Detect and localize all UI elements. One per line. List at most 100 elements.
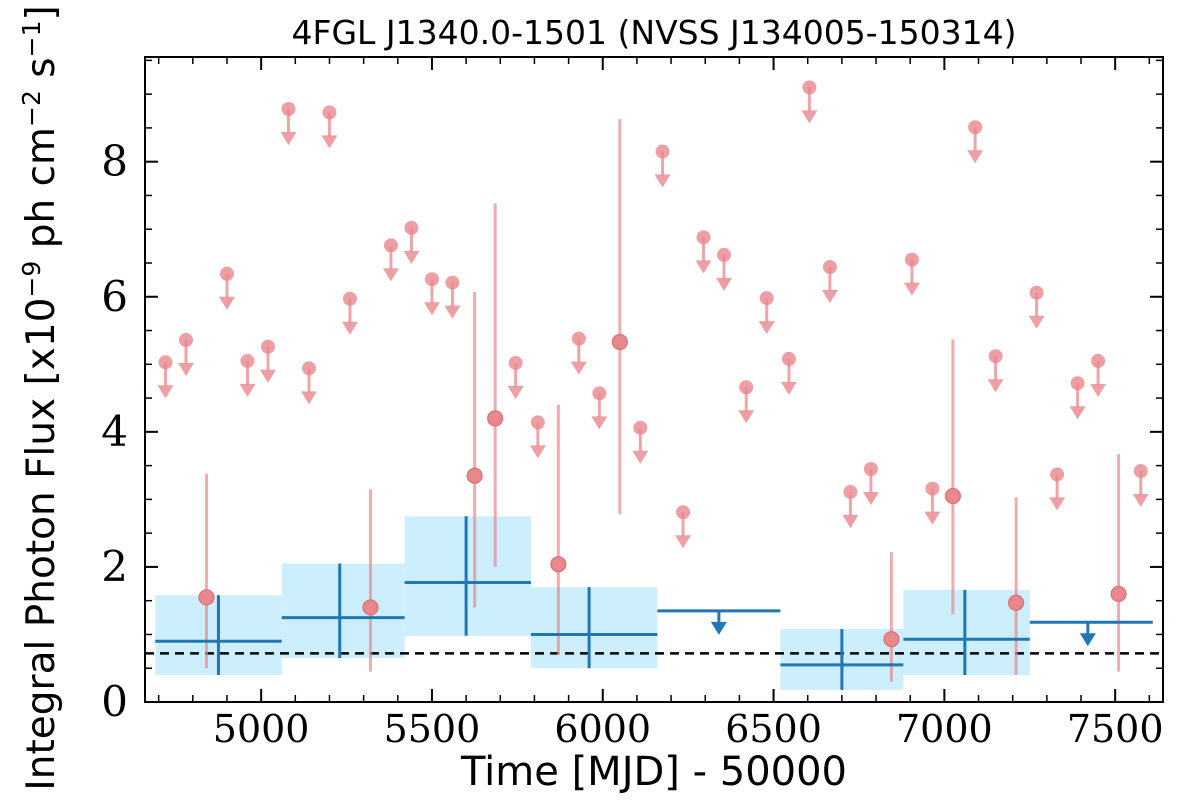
short-bin-upper-limit-point <box>342 291 357 306</box>
x-tick-label: 6000 <box>554 707 651 751</box>
y-axis-label-mid2: s <box>19 57 64 90</box>
short-bin-upper-limit-point <box>717 247 732 262</box>
short-bin-upper-limit-point <box>219 266 234 281</box>
short-bin-upper-limit-point <box>508 355 523 370</box>
short-bin-point <box>550 556 567 573</box>
short-bin-upper-limit-arrow <box>259 369 276 383</box>
x-tick-label: 7500 <box>1067 707 1164 751</box>
short-bin-layer <box>157 80 1149 682</box>
short-bin-upper-limit-arrow <box>903 282 920 296</box>
axes-layer <box>144 56 1164 703</box>
short-bin-upper-limit-point <box>445 275 460 290</box>
short-bin-point <box>883 631 900 648</box>
short-bin-upper-limit-arrow <box>780 381 797 395</box>
short-bin-upper-limit-arrow <box>507 385 524 399</box>
y-tick-label: 0 <box>101 677 128 726</box>
ticks-layer: 5000 5500 6000 6500 7000 7500 0 2 4 6 8 <box>101 57 1164 751</box>
short-bin-upper-limit-arrow <box>758 321 775 335</box>
short-bin-upper-limit-arrow <box>801 110 818 124</box>
short-bin-point <box>1008 594 1025 611</box>
short-bin-upper-limit-arrow <box>157 385 174 399</box>
x-tick-label: 5000 <box>213 707 310 751</box>
short-bin-upper-limit-point <box>696 230 711 245</box>
short-bin-upper-limit-point <box>178 332 193 347</box>
short-bin-upper-limit-arrow <box>924 511 941 525</box>
short-bin-point <box>1110 585 1127 603</box>
short-bin-upper-limit-point <box>281 102 296 117</box>
long-bin-upper-limit-arrow <box>710 621 727 635</box>
short-bin-point <box>611 333 628 351</box>
short-bin-upper-limit-point <box>1091 353 1106 368</box>
short-bin-upper-limit-point <box>592 386 607 401</box>
short-bin-upper-limit-point <box>301 361 316 376</box>
short-bin-upper-limit-arrow <box>1049 497 1066 511</box>
short-bin-point <box>362 599 379 616</box>
y-axis-label-exp1: −9 <box>17 261 46 298</box>
short-bin-upper-limit-point <box>925 481 940 496</box>
short-bin-upper-limit-arrow <box>591 416 608 430</box>
short-bin-upper-limit-arrow <box>695 260 712 274</box>
short-bin-upper-limit-point <box>1029 285 1044 300</box>
short-bin-upper-limit-arrow <box>716 277 733 291</box>
short-bin-upper-limit-arrow <box>842 514 859 528</box>
short-bin-upper-limit-arrow <box>300 391 317 405</box>
y-axis-label: Integral Photon Flux [x10−9 ph cm−2 s−1] <box>17 5 65 790</box>
short-bin-upper-limit-arrow <box>862 491 879 505</box>
y-tick-label: 4 <box>101 407 128 456</box>
short-bin-upper-limit-arrow <box>218 296 235 310</box>
short-bin-upper-limit-point <box>843 484 858 499</box>
short-bin-upper-limit-point <box>530 415 545 430</box>
short-bin-upper-limit-point <box>240 353 255 368</box>
short-bin-upper-limit-point <box>988 349 1003 364</box>
short-bin-upper-limit-point <box>383 238 398 253</box>
short-bin-upper-limit-point <box>1050 467 1065 482</box>
short-bin-upper-limit-point <box>260 339 275 354</box>
short-bin-upper-limit-arrow <box>738 410 755 424</box>
short-bin-upper-limit-arrow <box>1069 406 1086 420</box>
short-bin-upper-limit-point <box>571 331 586 346</box>
y-tick-label: 6 <box>101 272 128 321</box>
short-bin-upper-limit-point <box>633 420 648 435</box>
short-bin-upper-limit-point <box>863 461 878 476</box>
short-bin-point <box>198 589 215 606</box>
y-axis-label-mid: ph cm <box>19 127 64 261</box>
y-axis-label-main: Integral Photon Flux [x10 <box>19 298 64 791</box>
short-bin-upper-limit-arrow <box>239 383 256 397</box>
long-bin-layer <box>155 516 1153 690</box>
short-bin-upper-limit-point <box>904 252 919 267</box>
short-bin-upper-limit-point <box>802 80 817 95</box>
y-axis-label-exp2: −2 <box>17 90 46 127</box>
short-bin-point <box>944 487 962 505</box>
short-bin-upper-limit-arrow <box>1132 494 1149 508</box>
short-bin-upper-limit-point <box>158 355 173 370</box>
short-bin-upper-limit-point <box>822 260 837 275</box>
y-axis-label-exp3: −1 <box>17 21 46 58</box>
x-tick-label: 6500 <box>725 707 822 751</box>
short-bin-upper-limit-point <box>322 105 337 120</box>
short-bin-upper-limit-arrow <box>987 379 1004 393</box>
short-bin-point <box>466 467 483 484</box>
short-bin-upper-limit-arrow <box>423 302 440 316</box>
short-bin-upper-limit-arrow <box>321 135 338 149</box>
short-bin-upper-limit-arrow <box>1028 315 1045 329</box>
short-bin-upper-limit-arrow <box>444 305 461 319</box>
long-bin-band <box>281 563 405 659</box>
y-tick-label: 2 <box>101 542 128 591</box>
short-bin-upper-limit-arrow <box>382 268 399 282</box>
long-bin-band <box>531 587 658 669</box>
short-bin-upper-limit-point <box>404 220 419 235</box>
short-bin-upper-limit-arrow <box>632 450 649 464</box>
short-bin-upper-limit-point <box>739 380 754 395</box>
plot-frame <box>144 56 1164 703</box>
x-tick-label: 5500 <box>384 707 481 751</box>
short-bin-upper-limit-point <box>1070 376 1085 391</box>
long-bin-upper-limit-arrow <box>1079 633 1096 647</box>
x-axis-label: Time [MJD] - 50000 <box>460 749 847 795</box>
short-bin-upper-limit-point <box>968 120 983 135</box>
y-axis-label-end: ] <box>19 5 64 20</box>
short-bin-upper-limit-point <box>1133 464 1148 479</box>
short-bin-point <box>487 410 504 427</box>
short-bin-upper-limit-point <box>781 351 796 366</box>
